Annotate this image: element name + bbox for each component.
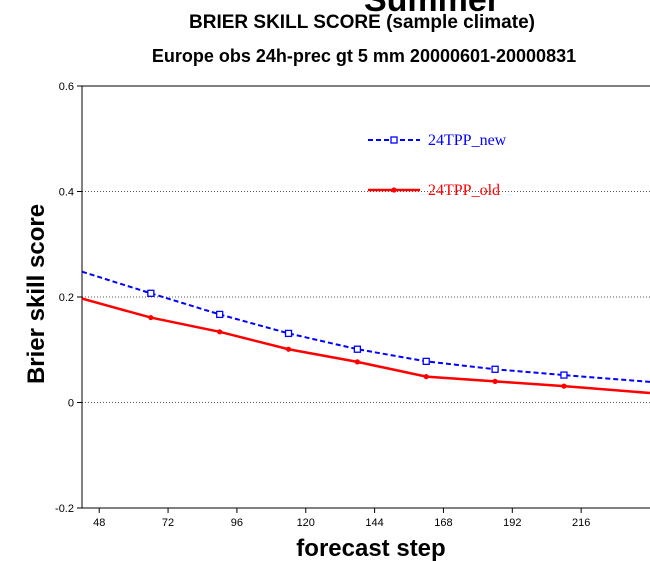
x-tick-label: 72: [162, 517, 174, 529]
series-line: [81, 270, 650, 383]
x-tick-label: 144: [365, 517, 383, 529]
legend: 24TPP_new 24TPP_old: [368, 132, 507, 199]
legend-label: 24TPP_new: [428, 132, 507, 149]
chart-subtitle-1: BRIER SKILL SCORE (sample climate): [189, 12, 535, 33]
x-tick-label: 96: [231, 517, 243, 529]
legend-entry-24TPP_old: 24TPP_old: [368, 182, 500, 199]
data-point: [353, 345, 362, 353]
data-point: [422, 357, 430, 366]
tick-labels: -0.2 0 0.2 0.4 0.6 48 72 96 120 144 168 192 216: [55, 81, 590, 529]
y-tick-label: 0: [68, 398, 74, 410]
data-point: [147, 289, 155, 297]
chart-subtitle-2: Europe obs 24h-prec gt 5 mm 20000601-200…: [152, 46, 576, 66]
data-point: [354, 359, 360, 365]
y-axis-label: Brier skill score: [23, 204, 50, 384]
y-tick-label: 0.4: [59, 187, 74, 199]
data-point: [423, 374, 429, 380]
chart-title: Summer: [364, 0, 500, 19]
legend-marker: [391, 187, 397, 193]
series-lines: [81, 270, 650, 395]
data-point: [284, 329, 293, 338]
series-24TPP_old: [81, 297, 650, 395]
series-line: [81, 297, 650, 395]
data-point: [216, 310, 224, 319]
y-tick-label: 0.2: [59, 292, 74, 304]
x-tick-label: 192: [503, 517, 521, 529]
legend-label: 24TPP_old: [428, 182, 500, 199]
series-24TPP_new: [81, 270, 650, 383]
plot-axes: [77, 85, 650, 513]
x-tick-label: 120: [297, 517, 315, 529]
data-point: [491, 365, 499, 373]
x-tick-label: 216: [572, 517, 590, 529]
x-axis-label: forecast step: [296, 535, 445, 561]
data-point: [285, 346, 292, 352]
data-point: [560, 371, 568, 379]
legend-entry-24TPP_new: 24TPP_new: [368, 132, 507, 149]
data-point: [148, 314, 154, 321]
grid-lines: [82, 191, 650, 403]
y-tick-label: 0.6: [59, 81, 74, 93]
data-point: [217, 329, 223, 335]
legend-marker: [390, 136, 398, 144]
x-tick-label: 48: [93, 517, 105, 529]
data-point: [492, 378, 498, 384]
x-tick-label: 168: [434, 517, 452, 529]
data-point: [561, 383, 567, 389]
y-tick-label: -0.2: [55, 503, 74, 515]
